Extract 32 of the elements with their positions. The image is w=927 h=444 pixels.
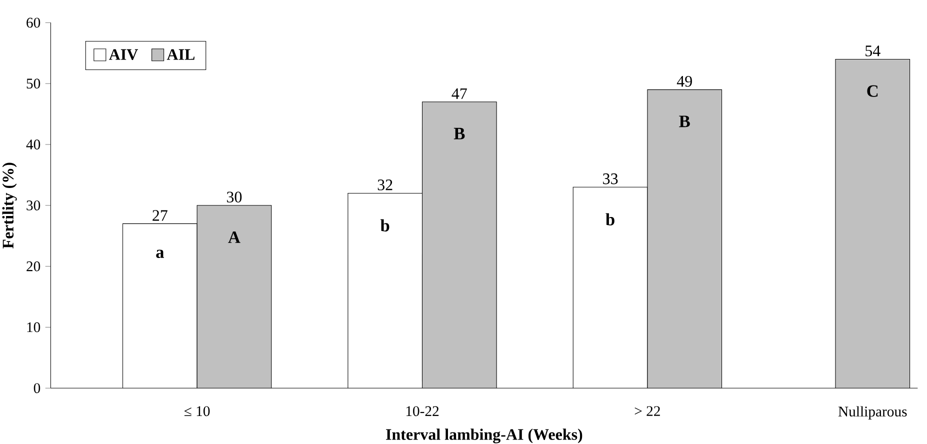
bar [647, 89, 722, 388]
x-tick-label: ≤ 10 [184, 406, 210, 416]
y-tick-label: 20 [26, 261, 40, 272]
legend-label: AIV [108, 49, 138, 60]
data-label: 54 [866, 46, 880, 56]
data-label: 30 [226, 192, 242, 202]
bar [197, 205, 272, 388]
y-tick-label: 0 [34, 383, 40, 394]
y-tick-label: 30 [26, 200, 40, 210]
annotation: b [380, 219, 390, 232]
bar [422, 102, 497, 388]
x-tick-label: Nulliparous [838, 406, 907, 420]
x-axis-title: Interval lambing-AI (Weeks) [386, 428, 582, 444]
data-label: 27 [152, 210, 168, 221]
annotation: B [454, 128, 465, 140]
data-label: 32 [378, 179, 392, 190]
y-axis-title: Fertility (%) [2, 162, 17, 248]
y-tick-label: 50 [26, 78, 40, 88]
y-tick-label: 60 [26, 18, 40, 28]
data-label: 33 [603, 173, 618, 184]
x-tick-label: > 22 [634, 406, 660, 416]
annotation: a [156, 250, 164, 258]
data-label: 49 [676, 76, 692, 87]
legend-label: AIL [166, 49, 195, 60]
x-tick-label: 10-22 [406, 406, 439, 416]
annotation: B [679, 116, 690, 128]
y-tick-label: 10 [27, 322, 40, 332]
annotation: b [606, 213, 614, 226]
data-label: 47 [452, 88, 467, 99]
annotation: A [228, 231, 240, 243]
annotation: C [867, 85, 878, 97]
y-tick-label: 40 [26, 139, 40, 150]
